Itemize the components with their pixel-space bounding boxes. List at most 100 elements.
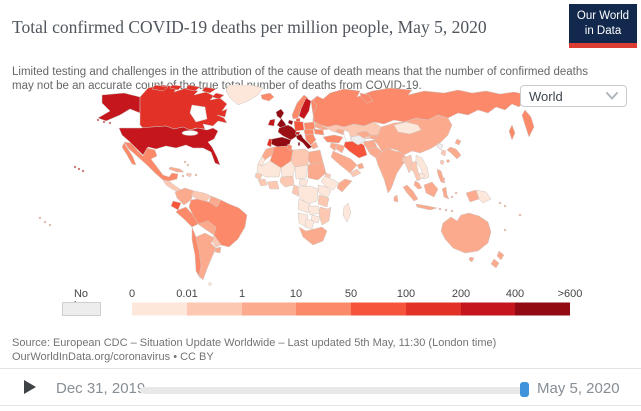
- region-greece[interactable]: [310, 141, 319, 150]
- source-line-2[interactable]: OurWorldInData.org/coronavirus • CC BY: [12, 351, 214, 364]
- region-caucasus[interactable]: [335, 128, 345, 135]
- region-central-african-republic[interactable]: [298, 178, 309, 187]
- region-philippines[interactable]: [436, 168, 446, 184]
- region-aleutians[interactable]: [96, 118, 112, 125]
- region-libya[interactable]: [290, 148, 310, 168]
- region-drc[interactable]: [297, 185, 319, 205]
- region-mexico[interactable]: [123, 141, 179, 182]
- region-saudi-arabia[interactable]: [330, 150, 358, 174]
- legend-bin-0[interactable]: [132, 302, 187, 316]
- region-mongolia[interactable]: [393, 121, 422, 135]
- region-mozambique[interactable]: [318, 206, 332, 226]
- region-austria-hungary[interactable]: [303, 128, 315, 136]
- region-sweden[interactable]: [298, 97, 312, 120]
- region-niger[interactable]: [280, 160, 296, 178]
- region-baja-california[interactable]: [121, 142, 137, 166]
- region-balkans[interactable]: [304, 133, 317, 146]
- region-vietnam-laos[interactable]: [415, 154, 430, 180]
- region-chad[interactable]: [294, 164, 309, 180]
- region-guinea[interactable]: [257, 178, 268, 187]
- region-pacific-islands[interactable]: [498, 201, 522, 232]
- region-peru[interactable]: [175, 206, 199, 228]
- timeline-slider-handle[interactable]: [520, 382, 529, 397]
- region-botswana[interactable]: [304, 218, 315, 230]
- region-caribbean-islands[interactable]: [181, 160, 198, 178]
- region-sakhalin[interactable]: [508, 124, 516, 141]
- region-dropdown[interactable]: World: [520, 85, 627, 107]
- region-turkey[interactable]: [322, 134, 344, 144]
- region-brazil[interactable]: [188, 198, 248, 248]
- region-south-korea[interactable]: [440, 149, 447, 157]
- region-yemen[interactable]: [349, 168, 362, 178]
- region-south-africa[interactable]: [298, 226, 328, 246]
- region-levant[interactable]: [329, 142, 338, 152]
- region-polynesia[interactable]: [38, 216, 52, 227]
- legend-color-bar[interactable]: [62, 302, 570, 317]
- owid-logo[interactable]: Our World in Data: [569, 4, 637, 48]
- timeline-start-date[interactable]: Dec 31, 2019: [56, 380, 146, 397]
- region-ivory-coast-ghana[interactable]: [266, 180, 280, 190]
- region-ecuador[interactable]: [170, 200, 182, 211]
- region-kamchatka[interactable]: [521, 109, 535, 138]
- region-australia[interactable]: [440, 212, 492, 254]
- region-hispaniola[interactable]: [185, 172, 193, 178]
- region-japan[interactable]: [446, 138, 462, 163]
- region-indonesia[interactable]: [402, 181, 458, 213]
- region-north-korea[interactable]: [436, 142, 444, 151]
- region-taiwan[interactable]: [439, 159, 445, 166]
- region-greenland[interactable]: [225, 85, 264, 106]
- region-somalia[interactable]: [336, 178, 353, 193]
- region-oman[interactable]: [356, 162, 365, 170]
- region-iceland[interactable]: [260, 92, 275, 102]
- region-germany[interactable]: [293, 120, 305, 132]
- region-china[interactable]: [373, 114, 453, 156]
- region-novaya-zemlya[interactable]: [359, 92, 374, 104]
- region-nigeria[interactable]: [279, 175, 295, 188]
- region-uganda-kenya[interactable]: [317, 184, 332, 199]
- region-benelux[interactable]: [287, 119, 294, 126]
- region-cambodia[interactable]: [418, 172, 426, 180]
- region-angola[interactable]: [297, 198, 311, 214]
- region-hawaii[interactable]: [73, 165, 85, 173]
- region-tanzania[interactable]: [317, 194, 330, 208]
- region-united-kingdom[interactable]: [275, 108, 288, 129]
- region-morocco[interactable]: [261, 146, 275, 161]
- legend-bin-6[interactable]: [461, 302, 515, 316]
- region-canada-arctic-islands[interactable]: [151, 85, 225, 100]
- timeline-slider-track[interactable]: [140, 387, 529, 394]
- region-tasmania[interactable]: [468, 256, 475, 263]
- region-sri-lanka[interactable]: [393, 194, 399, 203]
- region-alaska[interactable]: [97, 92, 141, 122]
- region-romania[interactable]: [313, 128, 325, 136]
- region-portugal[interactable]: [266, 138, 273, 148]
- region-sudan[interactable]: [307, 161, 327, 181]
- play-icon[interactable]: [24, 380, 36, 394]
- region-mauritania-mali[interactable]: [256, 160, 282, 178]
- region-malaysia[interactable]: [413, 180, 423, 190]
- legend-bin-3[interactable]: [296, 302, 351, 316]
- region-new-zealand[interactable]: [490, 250, 505, 269]
- legend-bin-7[interactable]: [515, 302, 570, 316]
- region-ireland[interactable]: [267, 118, 276, 127]
- region-canada[interactable]: [139, 85, 228, 131]
- legend-bin-2[interactable]: [242, 302, 296, 316]
- region-madagascar[interactable]: [342, 202, 352, 223]
- region-poland[interactable]: [303, 121, 316, 131]
- region-uruguay[interactable]: [214, 246, 222, 254]
- timeline-end-date[interactable]: May 5, 2020: [537, 380, 620, 397]
- region-united-states[interactable]: [118, 125, 221, 166]
- region-bolivia[interactable]: [197, 220, 217, 236]
- legend-no-data-swatch[interactable]: [62, 302, 101, 316]
- region-zambia[interactable]: [307, 205, 321, 216]
- region-thailand[interactable]: [410, 160, 422, 182]
- region-cuba[interactable]: [168, 166, 185, 173]
- region-ethiopia[interactable]: [320, 175, 340, 191]
- world-choropleth-map[interactable]: [0, 85, 641, 295]
- region-papua-new-guinea[interactable]: [475, 189, 492, 204]
- region-tunisia[interactable]: [286, 143, 293, 152]
- region-iraq[interactable]: [335, 143, 346, 154]
- region-falkland-islands[interactable]: [208, 282, 212, 286]
- legend-bin-1[interactable]: [187, 302, 242, 316]
- legend-bin-4[interactable]: [351, 302, 406, 316]
- legend-bin-5[interactable]: [406, 302, 461, 316]
